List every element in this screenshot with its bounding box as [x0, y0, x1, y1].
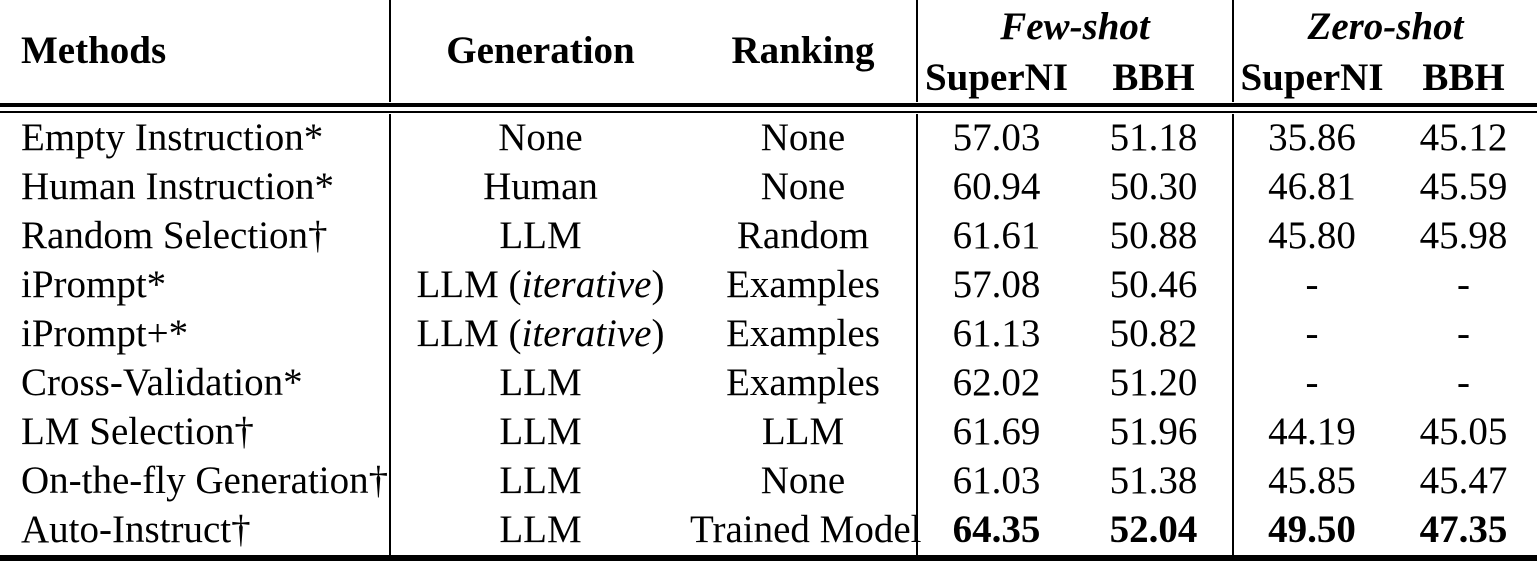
- table-row: LM Selection† LLM LLM 61.69 51.96 44.19 45.05: [0, 408, 1537, 457]
- cell-generation: LLM: [499, 410, 582, 454]
- cell-fewshot-superni: 57.08: [952, 263, 1041, 307]
- cell-generation: LLM (iterative): [416, 312, 665, 356]
- bottom-rule: [0, 555, 1537, 561]
- cell-ranking: None: [690, 163, 918, 212]
- cell-generation: LLM (iterative): [416, 263, 665, 307]
- cell-zeroshot-bbh: -: [1457, 361, 1470, 405]
- cell-zeroshot-bbh: -: [1457, 312, 1470, 356]
- cell-method: Random Selection†: [0, 212, 391, 261]
- cell-ranking: Trained Model: [690, 506, 921, 555]
- cell-zeroshot-bbh: 45.47: [1419, 459, 1508, 503]
- cell-fewshot-bbh: 51.20: [1075, 359, 1234, 408]
- cell-fewshot-bbh: 50.30: [1075, 163, 1234, 212]
- col-header-ranking: Ranking: [690, 0, 918, 102]
- cell-method: Cross-Validation*: [0, 359, 391, 408]
- header-row-groups: Methods Generation Ranking Few-shot Zero…: [0, 0, 1537, 102]
- cell-zeroshot-superni: 46.81: [1268, 165, 1356, 209]
- cell-fewshot-superni: 61.69: [952, 410, 1041, 454]
- rule-thick-line: [0, 103, 1537, 107]
- cell-fewshot-superni: 64.35: [952, 508, 1041, 552]
- cell-method: Empty Instruction*: [0, 114, 391, 163]
- double-rule: [0, 102, 1537, 114]
- cell-generation: LLM: [499, 459, 582, 503]
- cell-generation: LLM: [499, 361, 582, 405]
- bottom-rule-line: [0, 555, 1537, 561]
- cell-fewshot-superni: 60.94: [952, 165, 1041, 209]
- header-row-metrics: SuperNI BBH SuperNI BBH: [0, 54, 1537, 102]
- cell-zeroshot-bbh: 47.35: [1419, 508, 1508, 552]
- cell-zeroshot-superni: 45.85: [1268, 459, 1356, 503]
- rule-thin-line: [0, 111, 1537, 113]
- cell-ranking: Examples: [690, 310, 918, 359]
- cell-method: iPrompt+*: [0, 310, 391, 359]
- table-footer: [0, 555, 1537, 561]
- col-header-fewshot-bbh: BBH: [1075, 54, 1234, 102]
- cell-zeroshot-superni: -: [1305, 312, 1319, 356]
- cell-fewshot-superni: 61.03: [952, 459, 1041, 503]
- col-header-methods: Methods: [0, 0, 391, 102]
- cell-ranking: Examples: [690, 261, 918, 310]
- cell-fewshot-superni: 57.03: [952, 116, 1041, 160]
- cell-ranking: LLM: [690, 408, 918, 457]
- cell-zeroshot-superni: 44.19: [1268, 410, 1356, 454]
- cell-ranking: Random: [690, 212, 918, 261]
- cell-method: Human Instruction*: [0, 163, 391, 212]
- cell-zeroshot-bbh: 45.59: [1419, 165, 1508, 209]
- cell-generation: LLM: [499, 508, 582, 552]
- cell-zeroshot-bbh: 45.98: [1419, 214, 1508, 258]
- col-header-zeroshot-superni: SuperNI: [1240, 55, 1384, 99]
- cell-zeroshot-superni: 49.50: [1268, 508, 1356, 552]
- cell-zeroshot-bbh: -: [1457, 263, 1470, 307]
- table-row: Cross-Validation* LLM Examples 62.02 51.20 - -: [0, 359, 1537, 408]
- cell-zeroshot-superni: -: [1305, 361, 1319, 405]
- table-row: Random Selection† LLM Random 61.61 50.88 45.8…: [0, 212, 1537, 261]
- cell-zeroshot-bbh: 45.05: [1419, 410, 1508, 454]
- cell-generation: Human: [483, 165, 598, 209]
- cell-fewshot-bbh: 50.88: [1075, 212, 1234, 261]
- col-header-zeroshot-bbh: BBH: [1422, 55, 1505, 99]
- cell-fewshot-bbh: 52.04: [1075, 506, 1234, 555]
- table-row: Human Instruction* Human None 60.94 50.30 46.…: [0, 163, 1537, 212]
- cell-generation: LLM: [499, 214, 582, 258]
- cell-zeroshot-superni: 35.86: [1268, 116, 1356, 160]
- table-header: Methods Generation Ranking Few-shot Zero…: [0, 0, 1537, 114]
- cell-generation: None: [498, 116, 583, 160]
- cell-fewshot-bbh: 50.46: [1075, 261, 1234, 310]
- cell-fewshot-bbh: 51.38: [1075, 457, 1234, 506]
- col-header-generation: Generation: [446, 28, 635, 72]
- cell-method: LM Selection†: [0, 408, 391, 457]
- table-row: Auto-Instruct† LLM Trained Model 64.35 52.04…: [0, 506, 1537, 555]
- col-group-few-shot: Few-shot: [917, 0, 1234, 54]
- cell-fewshot-bbh: 50.82: [1075, 310, 1234, 359]
- cell-fewshot-bbh: 51.18: [1075, 114, 1234, 163]
- table-body: Empty Instruction* None None 57.03 51.18 35.8…: [0, 114, 1537, 555]
- table-row: iPrompt+* LLM (iterative) Examples 61.13 50.…: [0, 310, 1537, 359]
- cell-method: iPrompt*: [0, 261, 391, 310]
- col-group-zero-shot: Zero-shot: [1307, 4, 1464, 48]
- cell-ranking: None: [690, 457, 918, 506]
- cell-zeroshot-superni: -: [1305, 263, 1319, 307]
- cell-method: Auto-Instruct†: [0, 506, 391, 555]
- col-header-fewshot-superni: SuperNI: [924, 55, 1069, 99]
- cell-fewshot-superni: 61.13: [952, 312, 1041, 356]
- table-row: On-the-fly Generation† LLM None 61.03 51.38 4…: [0, 457, 1537, 506]
- header-divider-rule: [0, 102, 1537, 114]
- table-row: iPrompt* LLM (iterative) Examples 57.08 50.4…: [0, 261, 1537, 310]
- cell-zeroshot-superni: 45.80: [1268, 214, 1356, 258]
- cell-method: On-the-fly Generation†: [0, 457, 391, 506]
- cell-ranking: Examples: [690, 359, 918, 408]
- cell-fewshot-superni: 61.61: [952, 214, 1041, 258]
- table-row: Empty Instruction* None None 57.03 51.18 35.8…: [0, 114, 1537, 163]
- cell-fewshot-bbh: 51.96: [1075, 408, 1234, 457]
- cell-ranking: None: [690, 114, 918, 163]
- cell-fewshot-superni: 62.02: [952, 361, 1041, 405]
- cell-zeroshot-bbh: 45.12: [1419, 116, 1508, 160]
